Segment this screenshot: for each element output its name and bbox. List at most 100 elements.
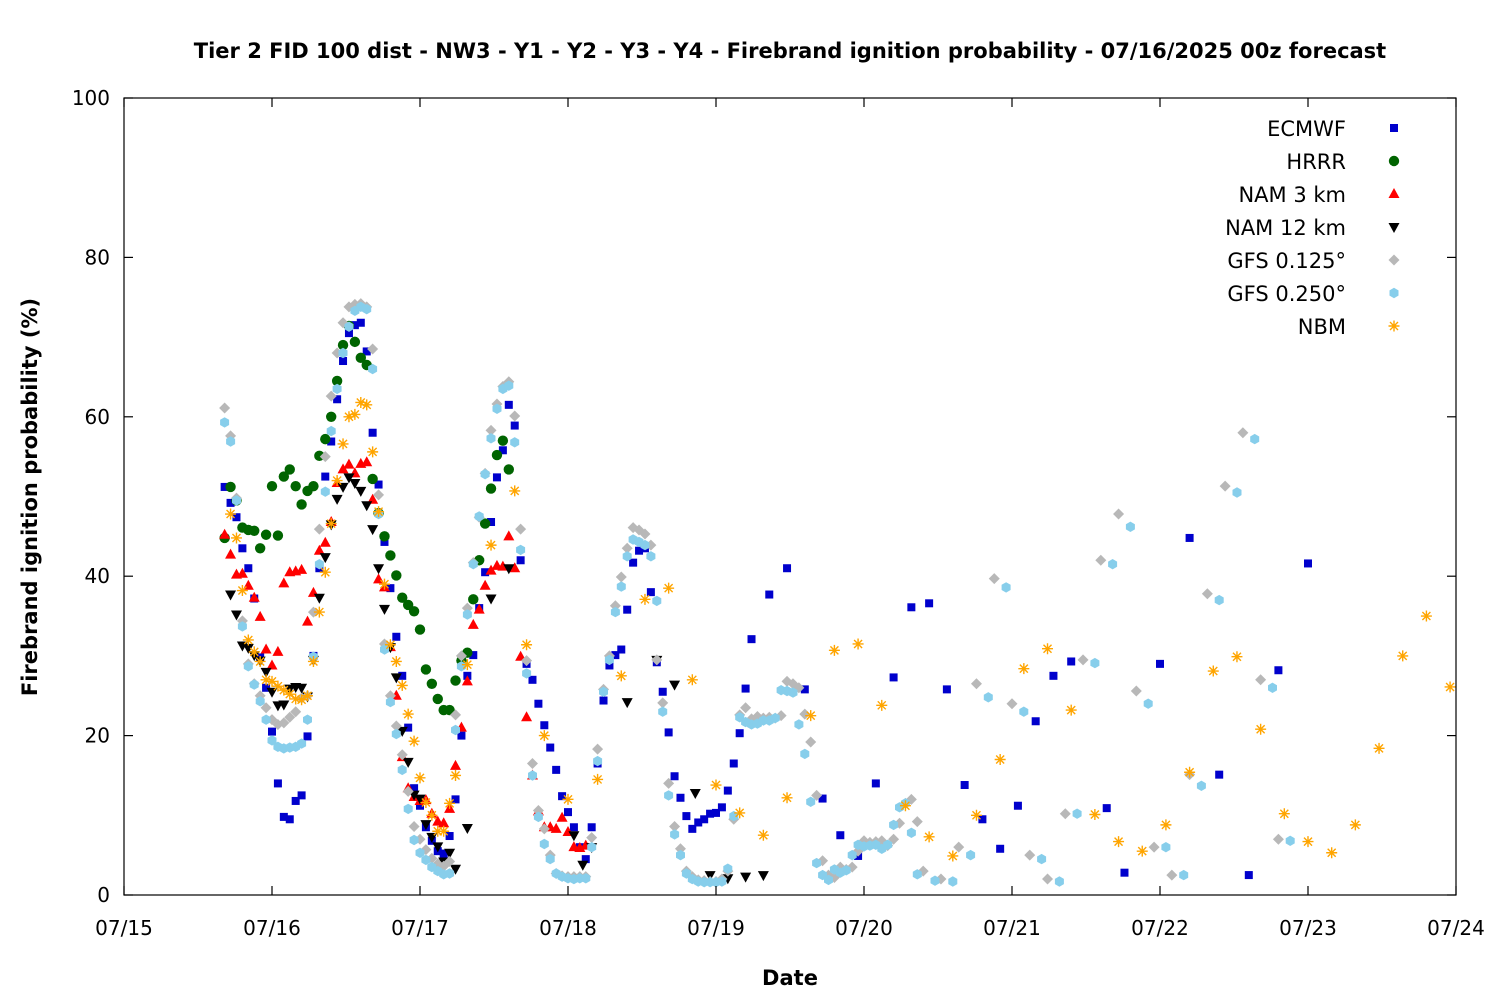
legend: ECMWF HRRR NAM 3 km NAM 12 km GFS 0.125° GFS … [1225, 117, 1400, 339]
data-point-gfs-0-250 [646, 551, 656, 562]
data-point-ecmwf [581, 855, 590, 864]
data-point-nam-12-km [355, 486, 367, 497]
data-point-ecmwf [327, 437, 336, 446]
axes: 07/15 07/16 07/17 07/18 07/19 07/20 07/21 07/22… [72, 86, 1485, 940]
data-point-nbm [225, 508, 237, 520]
data-point-gfs-0-250 [267, 735, 277, 746]
data-point-ecmwf [747, 635, 756, 644]
data-point-nbm [461, 659, 473, 671]
data-point-ecmwf [569, 823, 578, 832]
data-point-ecmwf [262, 683, 271, 692]
data-point-ecmwf [1274, 666, 1283, 675]
data-point-ecmwf [238, 544, 247, 553]
data-point-ecmwf [487, 518, 496, 527]
data-point-ecmwf [1049, 671, 1058, 680]
data-point-hrrr [225, 481, 236, 493]
data-point-gfs-0-250 [297, 738, 307, 749]
data-point-gfs-0-250 [604, 654, 614, 666]
data-point-gfs-0-250 [468, 559, 478, 570]
data-point-nbm [266, 675, 278, 687]
data-point-nam-12-km [485, 594, 497, 605]
data-point-gfs-0-250 [1232, 487, 1242, 498]
data-point-nbm [734, 807, 746, 819]
data-point-nbm [1397, 650, 1409, 662]
data-point-gfs-0-125 [1059, 808, 1071, 820]
data-point-gfs-0-125 [639, 528, 651, 540]
data-point-nbm [1278, 808, 1290, 820]
data-point-gfs-0-125 [1006, 698, 1018, 710]
data-point-ecmwf [380, 537, 389, 546]
data-point-gfs-0-250 [528, 770, 537, 781]
data-point-nam-12-km [420, 820, 432, 831]
data-point-gfs-0-125 [455, 650, 467, 662]
data-point-nam-3-km [260, 643, 272, 654]
data-point-nam-12-km [367, 525, 379, 536]
data-point-gfs-0-125 [651, 654, 663, 666]
data-point-gfs-0-125 [657, 697, 669, 709]
data-point-gfs-0-250 [794, 719, 804, 730]
chart-title: Tier 2 FID 100 dist - NW3 - Y1 - Y2 - Y3… [194, 39, 1386, 63]
data-point-ecmwf [451, 795, 460, 804]
data-point-gfs-0-125 [1237, 427, 1249, 439]
data-point-hrrr [367, 473, 378, 485]
data-point-gfs-0-250 [912, 869, 922, 880]
data-point-gfs-0-250 [1090, 657, 1100, 669]
data-point-nam-12-km [414, 794, 426, 805]
data-point-nbm [686, 674, 698, 686]
data-point-nbm [1468, 792, 1479, 803]
data-point-ecmwf [712, 808, 720, 817]
data-point-hrrr [272, 530, 284, 541]
series-gfs-0-250 [220, 301, 1295, 888]
data-point-gfs-0-125 [799, 708, 811, 720]
data-point-nam-3-km [367, 493, 379, 504]
data-point-ecmwf [676, 793, 685, 802]
data-point-nbm [254, 655, 266, 667]
data-point-gfs-0-250 [670, 829, 680, 840]
data-point-gfs-0-125 [663, 777, 675, 789]
data-point-gfs-0-125 [1095, 554, 1107, 566]
data-point-nbm [444, 797, 456, 809]
data-point-nbm [361, 399, 373, 411]
data-point-ecmwf [558, 792, 567, 801]
data-point-nam-3-km [254, 610, 266, 621]
data-point-nbm [378, 578, 390, 590]
data-point-gfs-0-250 [1037, 853, 1047, 865]
series-hrrr [219, 320, 514, 716]
data-point-ecmwf [723, 786, 732, 795]
data-point-gfs-0-250 [480, 469, 490, 480]
data-point-gfs-0-250 [510, 437, 520, 448]
data-point-gfs-0-250 [332, 383, 342, 395]
data-point-ecmwf [623, 605, 632, 614]
data-point-gfs-0-125 [278, 717, 290, 729]
x-tick-label: 07/24 [1427, 916, 1485, 940]
data-point-gfs-0-250 [1268, 682, 1277, 693]
legend-item-ecmwf: ECMWF [1267, 117, 1398, 141]
data-point-ecmwf [664, 728, 673, 737]
data-point-gfs-0-125 [1255, 674, 1267, 686]
data-point-ecmwf [279, 812, 288, 821]
data-point-nam-3-km [550, 822, 562, 833]
data-point-gfs-0-125 [621, 542, 633, 554]
data-point-nbm [852, 638, 864, 650]
data-point-gfs-0-125 [1148, 841, 1160, 853]
data-point-nam-12-km [242, 643, 254, 654]
data-point-nbm [1349, 819, 1361, 831]
legend-label: HRRR [1286, 150, 1346, 174]
data-point-ecmwf [540, 721, 549, 730]
data-point-nam-3-km [278, 577, 290, 588]
data-point-nam-12-km [432, 842, 444, 853]
data-point-gfs-0-250 [616, 581, 626, 592]
data-point-nam-3-km [248, 591, 260, 602]
data-point-gfs-0-125 [390, 720, 402, 732]
data-point-ecmwf [350, 321, 359, 330]
data-point-gfs-0-250 [362, 304, 372, 315]
data-point-ecmwf [1120, 868, 1129, 877]
data-point-nam-3-km [521, 711, 533, 722]
data-point-gfs-0-250 [1285, 835, 1295, 846]
data-point-hrrr [266, 480, 278, 492]
data-point-gfs-0-250 [320, 486, 330, 497]
x-tick-label: 07/16 [243, 916, 301, 940]
y-axis-label: Firebrand ignition probability (%) [18, 298, 42, 696]
data-point-gfs-0-250 [226, 436, 236, 447]
data-point-gfs-0-125 [526, 757, 538, 769]
